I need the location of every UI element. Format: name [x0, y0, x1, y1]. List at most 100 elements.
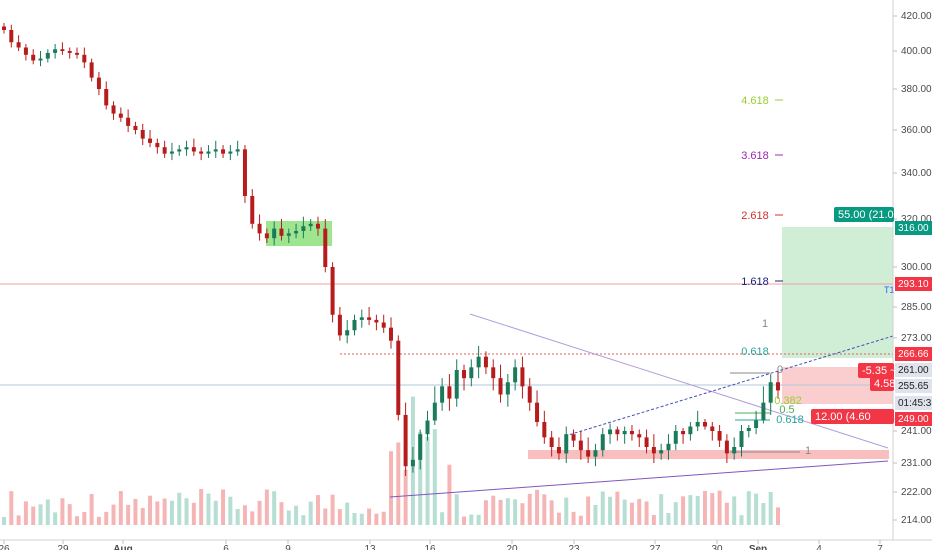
volume-bar — [330, 494, 335, 525]
candle-body — [432, 402, 437, 421]
volume-bar — [615, 491, 620, 525]
candle-body — [301, 226, 306, 231]
candle-body — [323, 228, 328, 267]
candle-body — [739, 431, 744, 447]
candle-body — [527, 386, 532, 403]
candle-body — [38, 58, 43, 61]
candle-body — [155, 142, 160, 148]
candle-body — [491, 367, 496, 379]
volume-bar — [82, 511, 87, 525]
candle-body — [286, 233, 291, 236]
candle-body — [505, 382, 510, 395]
volume-bar — [23, 501, 28, 525]
trade-info-text: -5.35 ~ — [862, 365, 897, 377]
price-tag-text: 316.00 — [898, 223, 929, 234]
volume-bar — [542, 494, 547, 525]
y-tick-label: 222.00 — [901, 487, 932, 498]
candle-body — [535, 402, 540, 422]
volume-bar — [67, 504, 72, 525]
candle-body — [629, 431, 634, 435]
candle-body — [308, 223, 313, 227]
volume-bar — [564, 497, 569, 525]
candle-body — [213, 149, 218, 152]
candle-body — [754, 420, 759, 428]
volume-bar — [535, 489, 540, 525]
candle-body — [345, 330, 350, 336]
fib-level-label: 4.618 — [741, 95, 769, 107]
volume-bar — [191, 502, 196, 525]
volume-bar — [578, 515, 583, 525]
fib-level-label: 1 — [762, 318, 768, 330]
trade-info-text: 4.58 — [874, 378, 895, 390]
candle-body — [228, 151, 233, 154]
volume-bar — [315, 495, 320, 525]
volume-bar — [337, 509, 342, 525]
candle-body — [184, 147, 189, 150]
volume-bar — [746, 491, 751, 525]
candle-body — [96, 77, 101, 89]
volume-bar — [768, 491, 773, 525]
candle-body — [23, 47, 28, 55]
volume-bar — [213, 500, 218, 525]
candle-body — [16, 42, 21, 48]
y-tick-label: 231.00 — [901, 458, 932, 469]
volume-bar — [272, 491, 277, 525]
volume-bar — [651, 514, 656, 525]
volume-bar — [571, 511, 576, 525]
candle-body — [148, 138, 153, 143]
consolidation-box — [266, 221, 332, 246]
candle-body — [264, 233, 269, 239]
volume-bar — [279, 502, 284, 525]
candle-body — [89, 62, 94, 78]
target-profit-zone — [782, 227, 893, 358]
volume-bar — [352, 513, 357, 525]
candle-body — [315, 223, 320, 229]
trade-info-text: 55.00 (21.0 — [838, 209, 894, 221]
volume-bar — [754, 493, 759, 525]
candle-body — [498, 378, 503, 395]
price-tag-box — [895, 379, 932, 393]
volume-bar — [367, 508, 372, 525]
target-label: T1 — [884, 285, 895, 295]
volume-bar — [162, 498, 167, 525]
volume-bar — [301, 515, 306, 525]
volume-bar — [549, 500, 554, 525]
ascending-trendline — [389, 460, 889, 498]
fib-level-label: 1.618 — [741, 276, 769, 288]
candle-body — [622, 431, 627, 435]
candle-body — [75, 52, 80, 55]
fib-level-label: 0 — [777, 364, 783, 376]
fib-level-label: 0.618 — [741, 346, 769, 358]
volume-bar — [491, 495, 496, 525]
chart-background-layer — [0, 221, 893, 459]
candle-body — [513, 367, 518, 383]
volume-bar — [527, 493, 532, 525]
candle-body — [381, 322, 386, 328]
y-tick-label: 273.00 — [901, 333, 932, 344]
volume-bar — [126, 504, 131, 525]
candle-body — [695, 422, 700, 427]
candle-body — [666, 443, 671, 451]
candle-body — [250, 196, 255, 224]
volume-bar — [286, 510, 291, 525]
volume-bar — [556, 512, 561, 525]
volume-bar — [53, 512, 58, 525]
x-tick-label: 16 — [424, 544, 436, 550]
volume-bar — [169, 500, 174, 525]
volume-bar — [403, 469, 408, 525]
volume-bar — [118, 491, 123, 525]
candle-body — [549, 437, 554, 447]
volume-bar — [469, 514, 474, 525]
y-tick-label: 420.00 — [901, 11, 932, 22]
volume-bar — [308, 501, 313, 525]
x-tick-label: 9 — [285, 544, 291, 550]
candle-body — [425, 420, 430, 435]
candle-body — [272, 228, 277, 239]
x-tick-label: 4 — [816, 544, 822, 550]
volume-bar — [250, 511, 255, 525]
price-tag-text: 266.66 — [898, 349, 929, 360]
candle-body — [702, 422, 707, 427]
candle-body — [447, 386, 452, 399]
